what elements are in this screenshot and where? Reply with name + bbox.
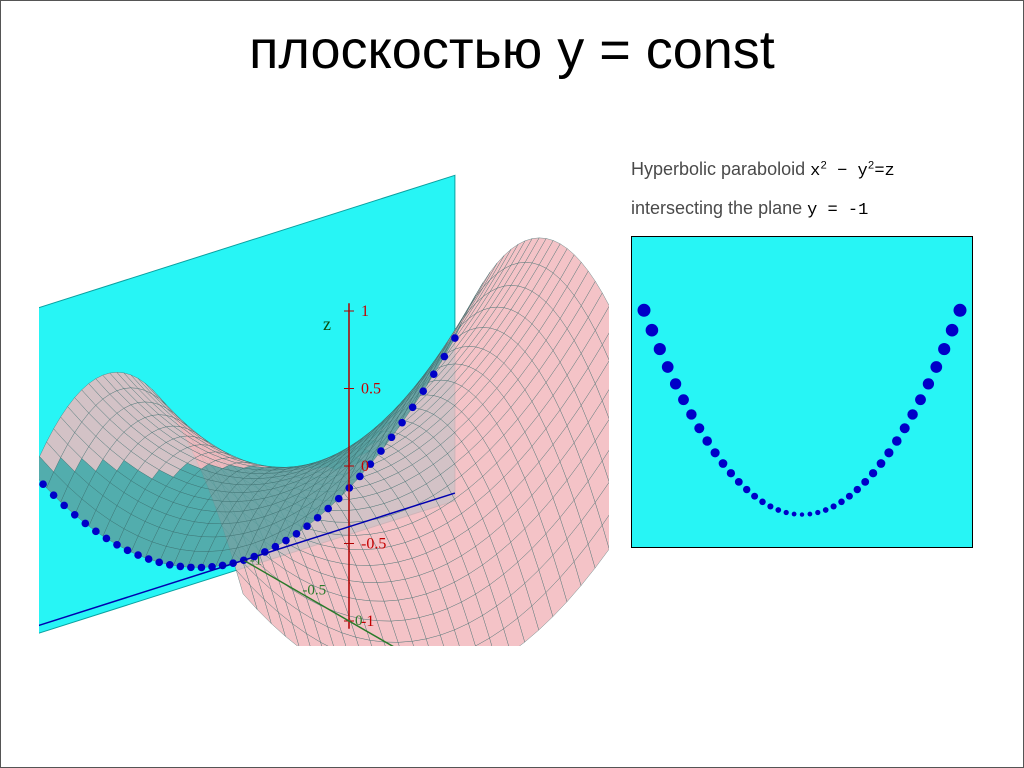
- z-tick-label: 0: [361, 458, 369, 475]
- plot2d-bg: [632, 237, 972, 547]
- right-panel: Hyperbolic paraboloid x2 − y2=z intersec…: [631, 151, 971, 553]
- z-tick-label: -0.5: [361, 536, 386, 553]
- desc-line2-prefix: intersecting the plane: [631, 198, 807, 218]
- y-tick-label: 0.5: [408, 643, 427, 646]
- y-tick-label: 0: [355, 613, 363, 629]
- page-title: плоскостью y = const: [1, 19, 1023, 81]
- z-tick-label: 1: [361, 303, 369, 320]
- equation: x2 − y2=z: [810, 162, 895, 181]
- z-axis-label: z: [323, 314, 331, 334]
- z-tick-label: 0.5: [361, 381, 381, 398]
- desc-line1-prefix: Hyperbolic paraboloid: [631, 159, 810, 179]
- plane-equation: y = -1: [807, 201, 868, 220]
- plot-3d: -1-0.500.51z-1-0.500.51yx1: [39, 146, 609, 646]
- z-tick-label: -1: [361, 613, 374, 630]
- plot-2d: [631, 236, 973, 548]
- y-tick-label: -0.5: [302, 583, 326, 599]
- equation-text: Hyperbolic paraboloid x2 − y2=z intersec…: [631, 151, 971, 228]
